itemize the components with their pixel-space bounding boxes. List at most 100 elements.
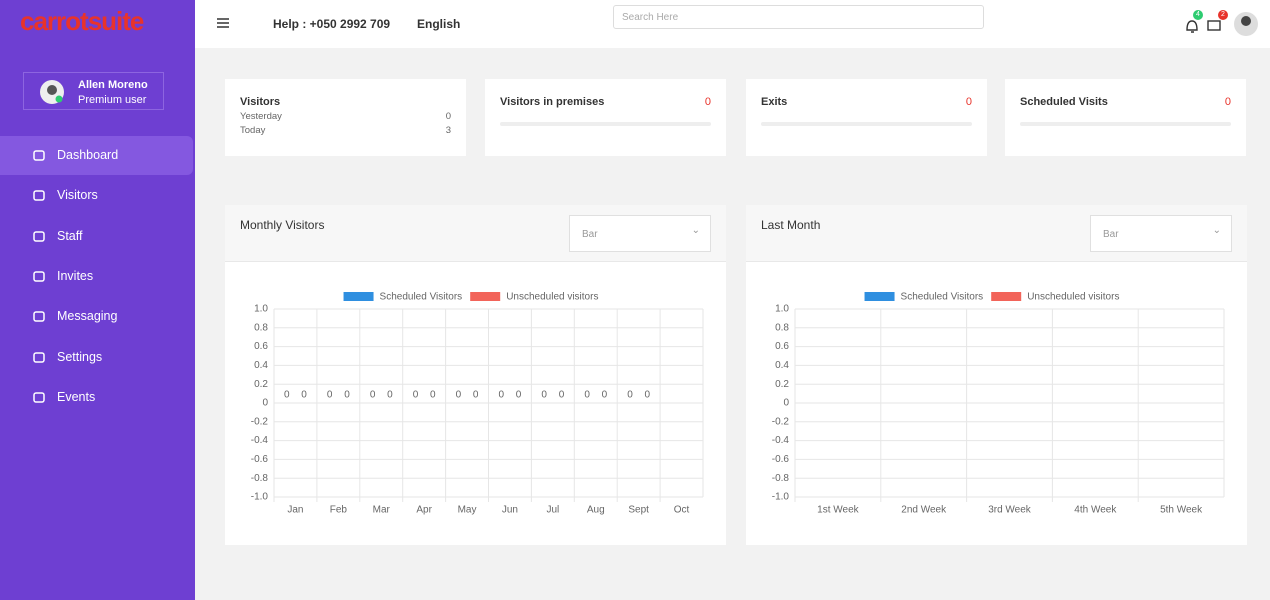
y-tick-label: -0.2: [772, 416, 790, 427]
search-input[interactable]: Search Here: [613, 5, 984, 29]
notification-badge[interactable]: 4: [1196, 11, 1200, 18]
sidebar: carrotsuite Allen Moreno Premium user Da…: [0, 0, 195, 600]
nav-label: Events: [57, 389, 96, 404]
value-label: 0: [344, 390, 350, 401]
legend-label: Unscheduled visitors: [506, 292, 598, 303]
stat-card: Visitors Yesterday 0 Today 3: [225, 79, 466, 156]
progress-bar: [761, 122, 972, 126]
row-value: 0: [445, 111, 451, 122]
nav-label: Settings: [57, 349, 103, 364]
chart: -1.0 -0.8 -0.6 -0.4 -0.2 0 0.2 0.4 0.6 0.8 1.0 Sche…: [251, 292, 704, 516]
progress-bar: [1020, 122, 1231, 126]
logo[interactable]: carrotsuite: [20, 6, 144, 36]
nav-icon: [33, 190, 45, 202]
card-row: Today 3: [240, 125, 451, 136]
value-label: 0: [430, 390, 436, 401]
y-tick-label: -0.8: [772, 473, 790, 484]
chart-type-select[interactable]: Bar: [1090, 215, 1232, 252]
card-value: 0: [1224, 96, 1231, 108]
user-role: Premium user: [78, 94, 147, 106]
y-tick-label: -0.8: [251, 473, 269, 484]
chart-type-select[interactable]: Bar: [569, 215, 711, 252]
x-tick-label: 4th Week: [1074, 505, 1117, 516]
value-label: 0: [627, 390, 633, 401]
y-tick-label: 0.2: [775, 379, 789, 390]
avatar: [40, 80, 64, 104]
x-tick-label: Aug: [587, 505, 605, 516]
nav-icon: [33, 150, 45, 161]
y-tick-label: -0.6: [251, 454, 269, 465]
menu-icon[interactable]: [217, 18, 229, 28]
stat-card: Scheduled Visits 0: [1005, 79, 1246, 156]
value-label: 0: [499, 390, 505, 401]
legend-label: Unscheduled visitors: [1027, 292, 1119, 303]
nav-item[interactable]: Staff: [0, 217, 193, 256]
card-row: Yesterday 0: [240, 111, 451, 122]
y-tick-label: 0: [262, 398, 268, 409]
language[interactable]: English: [417, 17, 461, 31]
nav-icon: [33, 311, 45, 322]
y-tick-label: 0.8: [254, 322, 268, 333]
y-tick-label: -1.0: [251, 492, 269, 503]
y-tick-label: 0.8: [775, 322, 789, 333]
legend-swatch: [991, 292, 1022, 301]
card-title: Visitors: [240, 96, 281, 108]
user-name: Allen Moreno: [78, 79, 148, 91]
value-label: 0: [473, 390, 479, 401]
x-tick-label: Apr: [416, 505, 432, 516]
help[interactable]: Help : +050 2992 709: [273, 17, 391, 31]
value-label: 0: [301, 390, 307, 401]
nav-item[interactable]: Invites: [0, 257, 193, 296]
legend-swatch: [864, 292, 895, 301]
x-tick-label: Jan: [287, 505, 303, 516]
x-tick-label: 1st Week: [817, 505, 859, 516]
nav-item[interactable]: Settings: [0, 338, 193, 377]
panel-header: Last Month Bar: [746, 205, 1247, 262]
nav-label: Visitors: [57, 188, 98, 203]
nav-icon: [33, 230, 45, 242]
y-tick-label: 0.4: [775, 360, 789, 371]
chart-title: Last Month: [761, 218, 821, 232]
nav-label: Staff: [57, 228, 83, 243]
card-title: Visitors in premises: [500, 96, 605, 108]
chart: -1.0 -0.8 -0.6 -0.4 -0.2 0 0.2 0.4 0.6 0.8 1.0 Sche…: [772, 292, 1225, 516]
message-badge[interactable]: 2: [1221, 11, 1225, 18]
legend-swatch: [343, 292, 374, 301]
y-tick-label: 0.4: [254, 360, 268, 371]
x-tick-label: 2nd Week: [901, 505, 947, 516]
progress-bar: [500, 122, 711, 126]
value-label: 0: [284, 390, 290, 401]
nav-item[interactable]: Dashboard: [0, 136, 193, 175]
legend-label: Scheduled Visitors: [901, 292, 984, 303]
nav-label: Messaging: [57, 309, 118, 324]
x-tick-label: 3rd Week: [988, 505, 1032, 516]
y-tick-label: 0.6: [254, 341, 268, 352]
legend-label: Scheduled Visitors: [380, 292, 463, 303]
nav-item[interactable]: Events: [0, 378, 193, 417]
nav-item[interactable]: Messaging: [0, 297, 193, 336]
value-label: 0: [584, 390, 590, 401]
y-tick-label: 1.0: [775, 304, 789, 315]
nav-label: Dashboard: [57, 148, 119, 162]
y-tick-label: 1.0: [254, 304, 268, 315]
value-label: 0: [602, 390, 608, 401]
stat-card: Visitors in premises 0: [485, 79, 726, 156]
value-label: 0: [645, 390, 651, 401]
x-tick-label: Mar: [373, 505, 391, 516]
x-tick-label: Oct: [674, 505, 690, 516]
x-tick-label: Feb: [330, 505, 348, 516]
y-tick-label: 0.6: [775, 341, 789, 352]
y-tick-label: -1.0: [772, 492, 790, 503]
card-title: Scheduled Visits: [1020, 96, 1108, 108]
x-tick-label: 5th Week: [1160, 505, 1203, 516]
y-tick-label: 0.2: [254, 379, 268, 390]
panel-header: Monthly Visitors Bar: [225, 205, 726, 262]
y-tick-label: -0.2: [251, 416, 269, 427]
chart-panel: Last Month Bar -1.0 -0.8 -0.6 -0.4 -0.2 0 0.2 0…: [746, 205, 1247, 545]
user-box[interactable]: Allen Moreno Premium user: [23, 72, 164, 110]
row-label: Yesterday: [240, 111, 282, 122]
nav-item[interactable]: Visitors: [0, 176, 193, 215]
chart-title: Monthly Visitors: [240, 218, 325, 232]
y-tick-label: -0.4: [772, 435, 790, 446]
